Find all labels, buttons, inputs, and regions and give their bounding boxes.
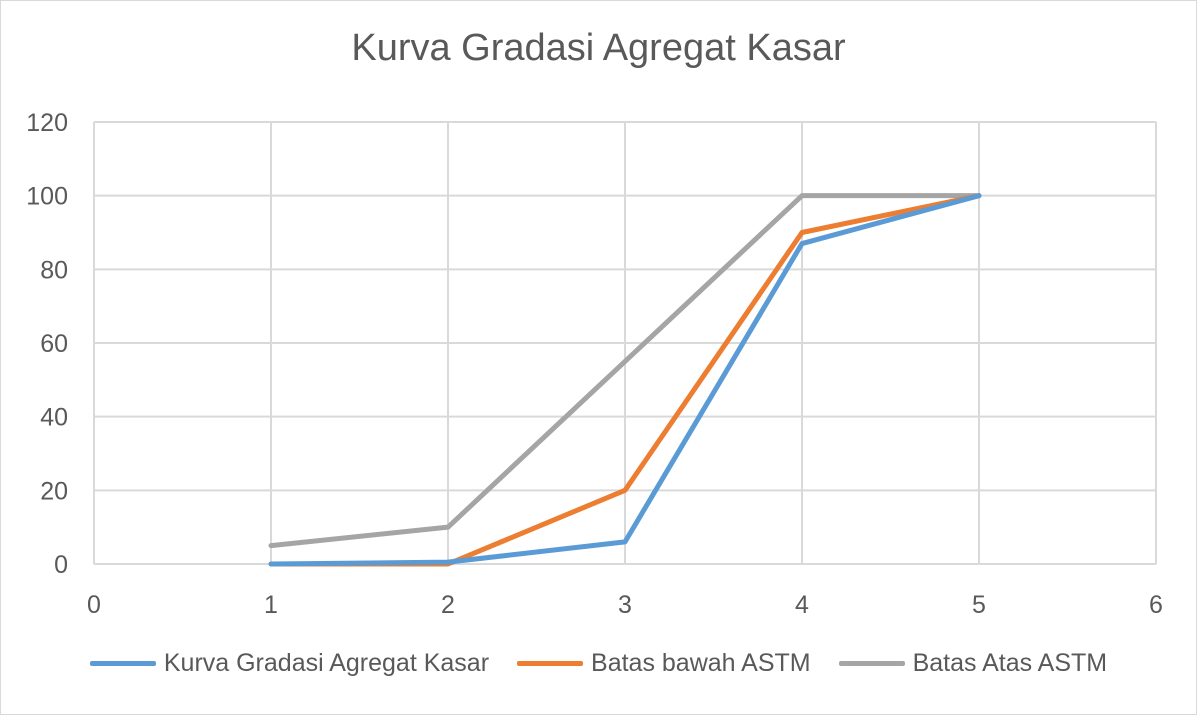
y-tick-label-2: 40 — [40, 404, 68, 432]
series-line-1 — [268, 193, 982, 567]
legend-swatch-series-2 — [517, 661, 584, 666]
chart-title: Kurva Gradasi Agregat Kasar — [351, 27, 846, 69]
x-tick-label-0: 0 — [87, 591, 101, 619]
series-line-3 — [268, 193, 982, 549]
x-tick-label-3: 3 — [618, 591, 632, 619]
legend: Kurva Gradasi Agregat Kasar Batas bawah … — [1, 649, 1196, 678]
x-tick-label-5: 5 — [972, 591, 986, 619]
legend-label-series-2: Batas bawah ASTM — [591, 649, 811, 677]
x-tick-label-1: 1 — [264, 591, 278, 619]
y-tick-label-3: 60 — [40, 330, 68, 358]
legend-swatch-series-1 — [89, 661, 156, 666]
legend-swatch-series-3 — [838, 661, 905, 666]
legend-item-series-2: Batas bawah ASTM — [517, 649, 811, 678]
legend-item-series-3: Batas Atas ASTM — [838, 649, 1108, 678]
legend-item-series-1: Kurva Gradasi Agregat Kasar — [89, 649, 490, 678]
legend-label-series-3: Batas Atas ASTM — [912, 649, 1108, 677]
x-tick-label-4: 4 — [795, 591, 809, 619]
y-tick-label-6: 120 — [26, 109, 68, 137]
y-tick-label-4: 80 — [40, 256, 68, 284]
y-tick-label-5: 100 — [26, 183, 68, 211]
x-tick-label-6: 6 — [1149, 591, 1163, 619]
x-tick-label-2: 2 — [441, 591, 455, 619]
y-tick-label-1: 20 — [40, 477, 68, 505]
legend-label-series-1: Kurva Gradasi Agregat Kasar — [163, 649, 490, 677]
y-tick-label-0: 0 — [54, 551, 68, 579]
